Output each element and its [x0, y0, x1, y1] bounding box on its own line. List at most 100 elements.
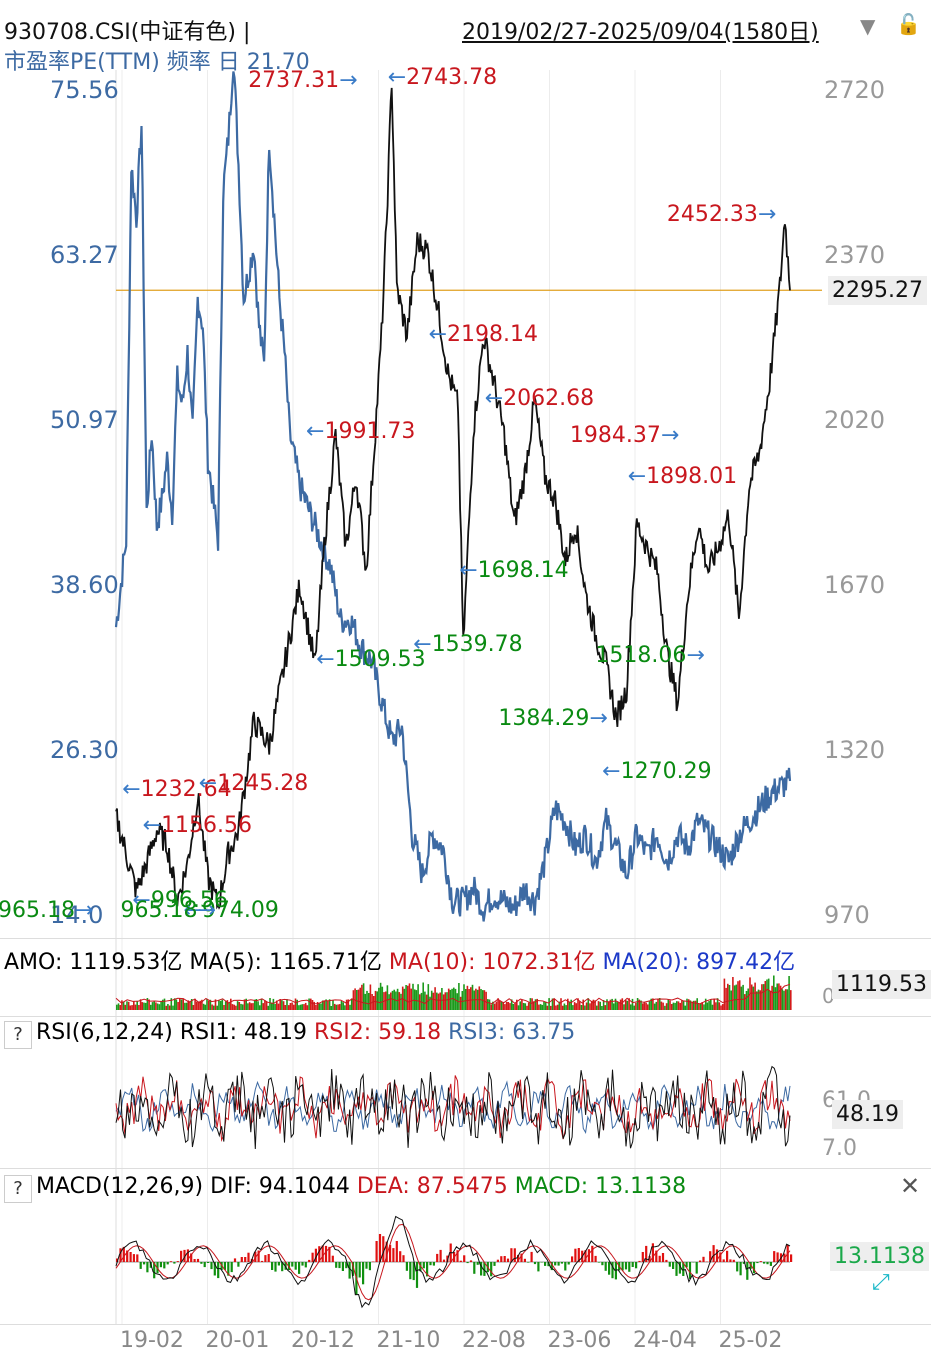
macd-legend-macd: MACD: 13.1138 — [514, 1174, 687, 1199]
price-annotation-value: 1898.01 — [646, 463, 738, 489]
volume-bar — [759, 990, 761, 1010]
volume-bar — [619, 999, 622, 1010]
price-annotation: 965.18→ — [0, 898, 93, 923]
volume-bar — [733, 985, 736, 1010]
volume-bar — [601, 1006, 603, 1010]
macd-bar — [739, 1262, 742, 1276]
macd-bar — [658, 1255, 661, 1262]
macd-bar — [274, 1262, 277, 1272]
macd-bar — [442, 1259, 446, 1262]
right-axis-tick: 1670 — [824, 571, 886, 599]
price-annotation: ←2062.68 — [485, 386, 594, 411]
volume-bar — [182, 998, 184, 1010]
rsi1-line — [115, 1065, 791, 1150]
volume-bar — [116, 1004, 118, 1010]
macd-bar — [318, 1246, 321, 1262]
volume-bar — [422, 982, 424, 1010]
volume-bar — [464, 989, 467, 1010]
macd-bar — [483, 1262, 486, 1276]
price-annotation: 2737.31→ — [248, 68, 357, 93]
rsi3-line — [115, 1080, 791, 1135]
volume-bar — [521, 1000, 523, 1010]
lock-icon[interactable]: 🔓 — [896, 12, 921, 36]
macd-bar — [244, 1257, 247, 1262]
macd-bar — [493, 1262, 496, 1266]
volume-bar — [262, 1003, 264, 1010]
macd-bar — [395, 1241, 398, 1262]
macd-bar — [415, 1262, 419, 1288]
macd-bar — [763, 1262, 766, 1264]
macd-bar — [682, 1262, 685, 1276]
volume-bar — [396, 988, 399, 1010]
price-annotation: 1984.37→ — [570, 423, 679, 448]
volume-bar — [432, 992, 435, 1010]
volume-bar — [459, 996, 462, 1010]
rsi-help-button[interactable]: ? — [4, 1021, 32, 1049]
price-annotation-value: 1509.53 — [334, 646, 426, 672]
expand-icon[interactable]: ⤢ — [872, 1270, 890, 1295]
volume-bar — [616, 1002, 618, 1010]
volume-bar — [407, 985, 409, 1010]
macd-bar — [790, 1254, 793, 1262]
volume-bar — [492, 1001, 494, 1010]
volume-bar — [185, 1002, 188, 1010]
macd-bar — [287, 1262, 291, 1270]
volume-bar — [606, 999, 608, 1010]
arrow-left-icon: ← — [459, 557, 478, 583]
volume-bar — [745, 991, 748, 1010]
volume-bar — [514, 1003, 516, 1010]
macd-bar — [510, 1248, 513, 1262]
volume-bar — [555, 1005, 557, 1010]
volume-bar — [413, 989, 416, 1010]
macd-bar — [122, 1246, 125, 1262]
macd-bar — [230, 1262, 233, 1273]
dropdown-arrow-icon[interactable]: ▼ — [860, 14, 876, 38]
macd-bar — [196, 1258, 200, 1262]
volume-bar — [379, 982, 382, 1010]
macd-bar — [213, 1262, 216, 1276]
volume-bar — [391, 990, 394, 1010]
volume-bar — [764, 981, 767, 1010]
macd-bar — [719, 1252, 722, 1262]
macd-bar — [422, 1262, 425, 1269]
macd-bar — [645, 1245, 648, 1262]
volume-bar — [236, 1001, 239, 1010]
macd-help-button[interactable]: ? — [4, 1175, 32, 1203]
volume-bar — [769, 991, 772, 1010]
volume-bar — [289, 1003, 292, 1010]
macd-bar — [260, 1260, 264, 1262]
volume-bar — [737, 981, 739, 1010]
macd-bar — [240, 1257, 243, 1262]
volume-bar — [756, 991, 758, 1010]
price-annotation-value: 1698.14 — [477, 557, 569, 583]
volume-bar — [677, 1001, 680, 1010]
volume-bar — [519, 1001, 521, 1010]
volume-bar — [633, 1005, 635, 1010]
volume-bar — [693, 1000, 695, 1010]
price-annotation: ←2198.14 — [429, 322, 538, 347]
volume-bar — [339, 1004, 341, 1010]
volume-bar — [296, 999, 298, 1010]
volume-bar — [784, 989, 787, 1010]
date-range[interactable]: 2019/02/27-2025/09/04(1580日) — [462, 20, 819, 45]
volume-bar — [121, 1000, 123, 1010]
macd-bar — [207, 1262, 210, 1263]
volume-bar — [662, 1002, 664, 1010]
price-annotation: 2452.33→ — [667, 202, 776, 227]
volume-bar — [655, 1001, 658, 1010]
volume-bar — [704, 998, 707, 1010]
volume-bar — [609, 999, 612, 1010]
volume-bar — [437, 993, 440, 1010]
volume-bar — [321, 1000, 324, 1010]
volume-bar — [369, 984, 372, 1010]
volume-bar — [660, 1001, 663, 1010]
volume-bar — [725, 987, 727, 1010]
macd-bar — [284, 1262, 287, 1270]
close-icon[interactable]: ✕ — [900, 1172, 921, 1200]
volume-bar — [771, 985, 773, 1010]
volume-bar — [356, 990, 358, 1010]
volume-bar — [320, 1003, 322, 1010]
arrow-right-icon: → — [686, 642, 705, 668]
volume-bar — [248, 1002, 251, 1010]
